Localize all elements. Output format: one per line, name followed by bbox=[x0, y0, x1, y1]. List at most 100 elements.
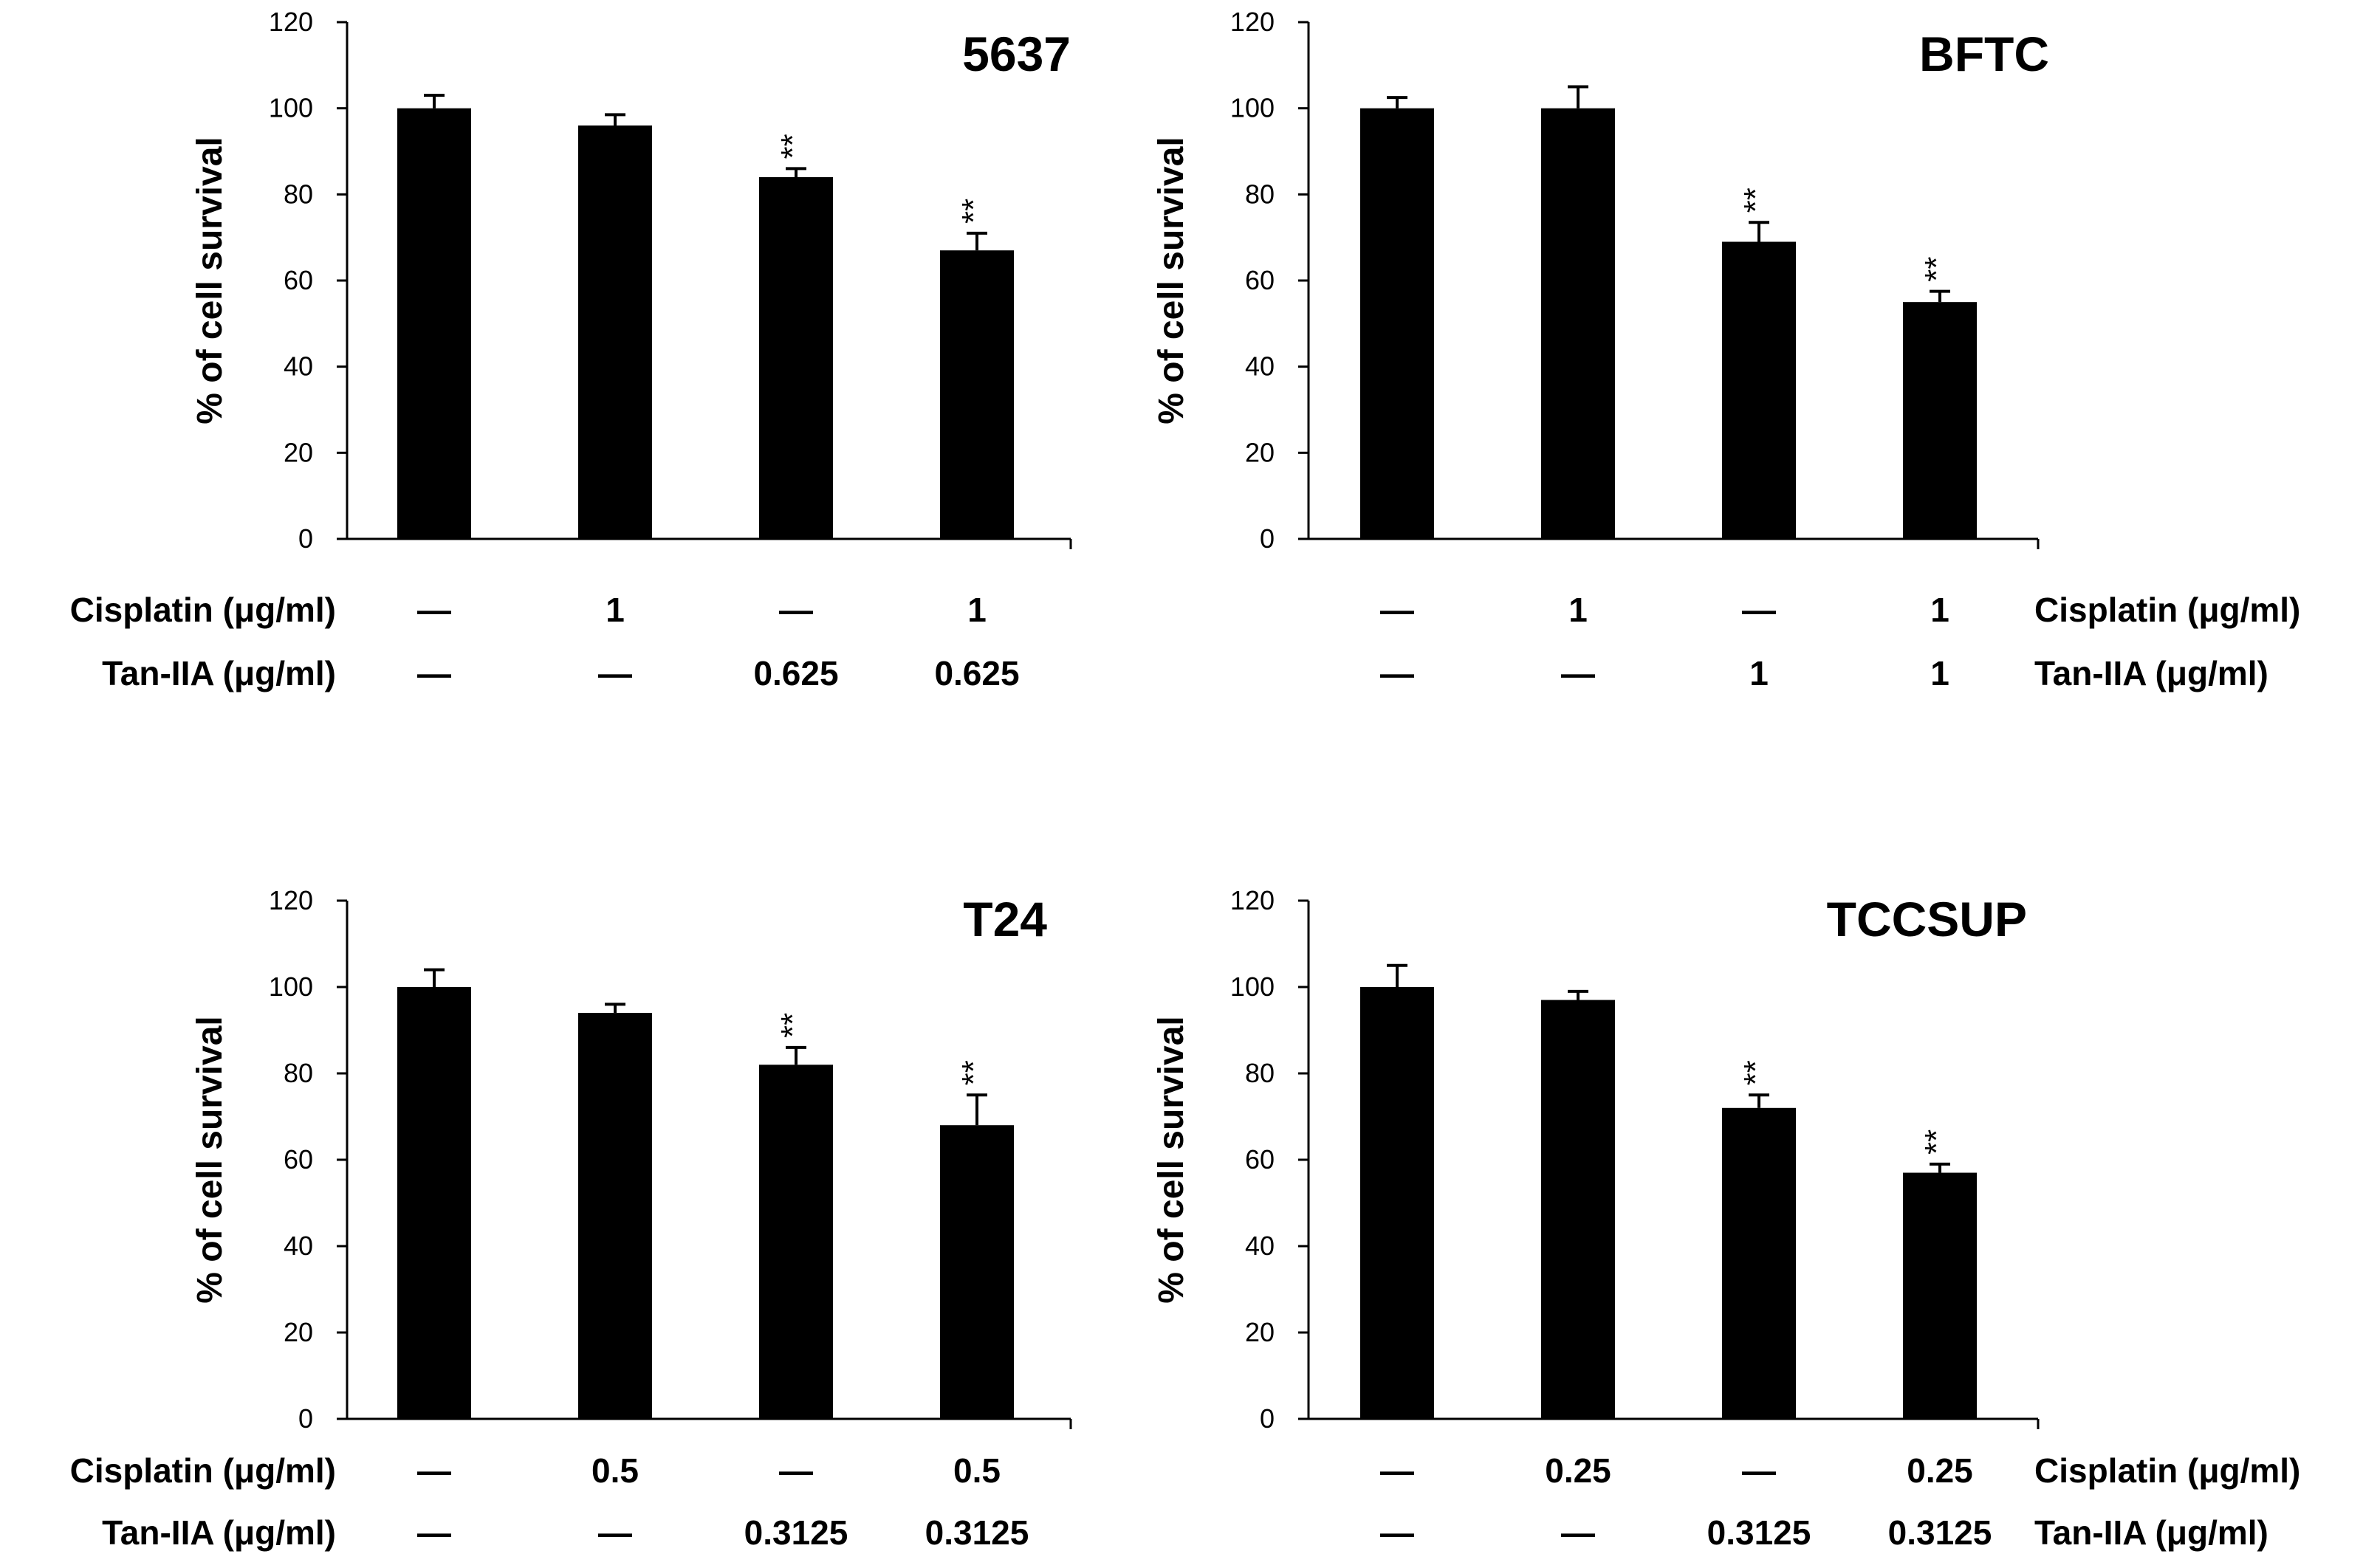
chart-panel-3: 0 20 40 60 80 100 120 % of cell survival T24 ** **… bbox=[70, 885, 1072, 1552]
chart-panel-4: 0 20 40 60 80 100 120 % of cell survival TCCSUP *… bbox=[1152, 885, 2300, 1552]
y-tick-label: 40 bbox=[284, 1231, 313, 1261]
y-tick-label: 60 bbox=[1245, 265, 1275, 295]
bar bbox=[397, 987, 471, 1419]
treatment-value: — bbox=[417, 1513, 451, 1552]
treatment-value: — bbox=[1380, 1451, 1414, 1490]
y-tick-label: 80 bbox=[1245, 1058, 1275, 1088]
bar bbox=[397, 108, 471, 539]
bar bbox=[578, 1013, 652, 1419]
treatment-value: — bbox=[1742, 591, 1776, 629]
significance-mark: ** bbox=[1738, 1060, 1774, 1085]
treatment-value: — bbox=[1561, 1513, 1595, 1552]
treatment-value: — bbox=[779, 1451, 813, 1490]
chart-title: BFTC bbox=[1919, 27, 2049, 81]
significance-mark: ** bbox=[1918, 256, 1955, 281]
treatment-row-label: Cisplatin (μg/ml) bbox=[70, 591, 336, 629]
treatment-value: 1 bbox=[1930, 591, 1949, 629]
treatment-value: — bbox=[1380, 591, 1414, 629]
y-axis-label: % of cell survival bbox=[191, 137, 230, 424]
significance-mark: ** bbox=[775, 134, 811, 159]
y-tick-label: 40 bbox=[1245, 351, 1275, 382]
significance-mark: ** bbox=[956, 1060, 992, 1085]
treatment-value: — bbox=[779, 591, 813, 629]
bar bbox=[940, 250, 1014, 539]
y-tick-label: 60 bbox=[1245, 1144, 1275, 1175]
significance-mark: ** bbox=[1918, 1129, 1955, 1155]
y-tick-label: 80 bbox=[284, 1058, 313, 1088]
treatment-value: — bbox=[1380, 1513, 1414, 1552]
treatment-value: 0.3125 bbox=[744, 1513, 848, 1552]
treatment-value: 1 bbox=[606, 591, 625, 629]
y-tick-label: 0 bbox=[298, 523, 313, 554]
treatment-value: 0.5 bbox=[591, 1451, 639, 1490]
y-tick-label: 100 bbox=[1230, 972, 1275, 1002]
y-tick-label: 40 bbox=[284, 351, 313, 382]
treatment-value: 0.625 bbox=[753, 654, 838, 692]
chart-title: TCCSUP bbox=[1827, 892, 2027, 946]
y-tick-label: 100 bbox=[269, 93, 313, 123]
y-tick-label: 20 bbox=[1245, 437, 1275, 467]
treatment-value: — bbox=[1742, 1451, 1776, 1490]
treatment-row-label: Tan-IIA (μg/ml) bbox=[102, 654, 336, 692]
bar bbox=[1903, 302, 1977, 539]
treatment-value: 0.3125 bbox=[925, 1513, 1029, 1552]
treatment-value: 1 bbox=[1930, 654, 1949, 692]
y-tick-label: 60 bbox=[284, 265, 313, 295]
y-axis-label: % of cell survival bbox=[1152, 137, 1191, 424]
treatment-value: 0.3125 bbox=[1888, 1513, 1992, 1552]
chart-title: 5637 bbox=[962, 27, 1071, 81]
y-tick-label: 120 bbox=[1230, 885, 1275, 915]
y-tick-label: 100 bbox=[1230, 93, 1275, 123]
y-tick-label: 100 bbox=[269, 972, 313, 1002]
chart-title: T24 bbox=[963, 892, 1047, 946]
bar bbox=[578, 125, 652, 539]
y-tick-label: 0 bbox=[298, 1403, 313, 1434]
chart-panel-2: 0 20 40 60 80 100 120 % of cell survival BFTC ** *… bbox=[1152, 7, 2300, 692]
treatment-row-label: Cisplatin (μg/ml) bbox=[70, 1451, 336, 1490]
bar bbox=[1360, 987, 1434, 1419]
bar bbox=[1541, 1000, 1615, 1419]
y-axis-label: % of cell survival bbox=[191, 1016, 230, 1304]
y-tick-label: 20 bbox=[1245, 1317, 1275, 1347]
treatment-value: — bbox=[417, 654, 451, 692]
y-tick-label: 120 bbox=[269, 885, 313, 915]
y-tick-label: 40 bbox=[1245, 1231, 1275, 1261]
y-tick-label: 80 bbox=[284, 179, 313, 209]
significance-mark: ** bbox=[956, 199, 992, 224]
treatment-value: 0.5 bbox=[953, 1451, 1001, 1490]
bar bbox=[1360, 108, 1434, 539]
y-tick-label: 20 bbox=[284, 437, 313, 467]
treatment-row-label: Cisplatin (μg/ml) bbox=[2034, 591, 2300, 629]
y-axis-label: % of cell survival bbox=[1152, 1016, 1191, 1304]
y-tick-label: 0 bbox=[1260, 523, 1275, 554]
treatment-value: 0.25 bbox=[1907, 1451, 1973, 1490]
treatment-row-label: Tan-IIA (μg/ml) bbox=[2034, 1513, 2268, 1552]
bar bbox=[1541, 108, 1615, 539]
treatment-value: — bbox=[1561, 654, 1595, 692]
treatment-row-label: Tan-IIA (μg/ml) bbox=[102, 1513, 336, 1552]
significance-mark: ** bbox=[1738, 188, 1774, 213]
treatment-value: 1 bbox=[1749, 654, 1769, 692]
treatment-row-label: Tan-IIA (μg/ml) bbox=[2034, 654, 2268, 692]
bar bbox=[1903, 1172, 1977, 1419]
y-tick-label: 60 bbox=[284, 1144, 313, 1175]
treatment-row-label: Cisplatin (μg/ml) bbox=[2034, 1451, 2300, 1490]
treatment-value: — bbox=[1380, 654, 1414, 692]
y-tick-label: 0 bbox=[1260, 1403, 1275, 1434]
bar bbox=[940, 1125, 1014, 1419]
significance-mark: ** bbox=[775, 1013, 811, 1038]
bar bbox=[1722, 1107, 1796, 1419]
y-tick-label: 20 bbox=[284, 1317, 313, 1347]
treatment-value: 0.25 bbox=[1545, 1451, 1611, 1490]
y-tick-label: 80 bbox=[1245, 179, 1275, 209]
treatment-value: 0.3125 bbox=[1707, 1513, 1811, 1552]
y-tick-label: 120 bbox=[1230, 7, 1275, 37]
bar bbox=[1722, 241, 1796, 539]
treatment-value: — bbox=[598, 1513, 632, 1552]
treatment-value: 1 bbox=[1568, 591, 1588, 629]
chart-panel-1: 0 20 40 60 80 100 120 % of cell survival 5637 ** *… bbox=[70, 7, 1072, 692]
bar bbox=[759, 177, 833, 539]
treatment-value: — bbox=[417, 1451, 451, 1490]
y-tick-label: 120 bbox=[269, 7, 313, 37]
